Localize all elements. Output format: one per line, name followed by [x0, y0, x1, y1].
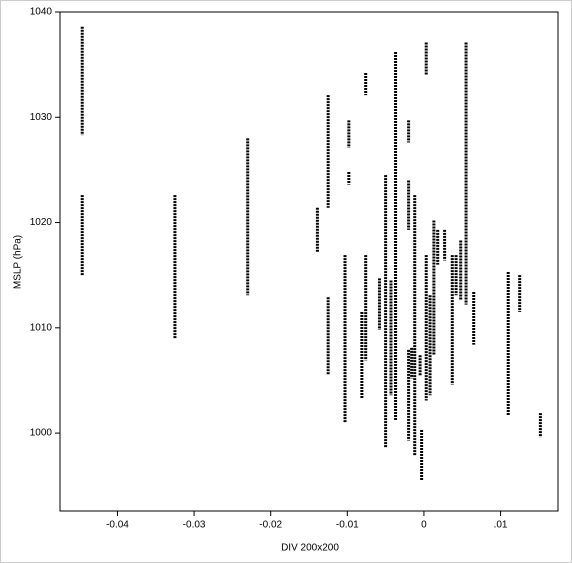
x-tick-label: .01	[494, 520, 508, 531]
x-tick-label: -0.04	[106, 520, 129, 531]
y-axis-label: MSLP (hPa)	[13, 235, 24, 289]
y-tick-label: 1030	[30, 112, 53, 123]
y-tick-label: 1000	[30, 428, 53, 439]
x-tick-label: -0.02	[259, 520, 282, 531]
y-tick-label: 1040	[30, 7, 53, 18]
x-tick-label: -0.03	[183, 520, 206, 531]
y-tick-label: 1020	[30, 217, 53, 228]
x-axis-label: DIV 200x200	[281, 543, 339, 554]
y-tick-label: 1010	[30, 322, 53, 333]
x-tick-label: 0	[421, 520, 427, 531]
plot-area	[59, 11, 559, 512]
x-tick-label: -0.01	[336, 520, 359, 531]
